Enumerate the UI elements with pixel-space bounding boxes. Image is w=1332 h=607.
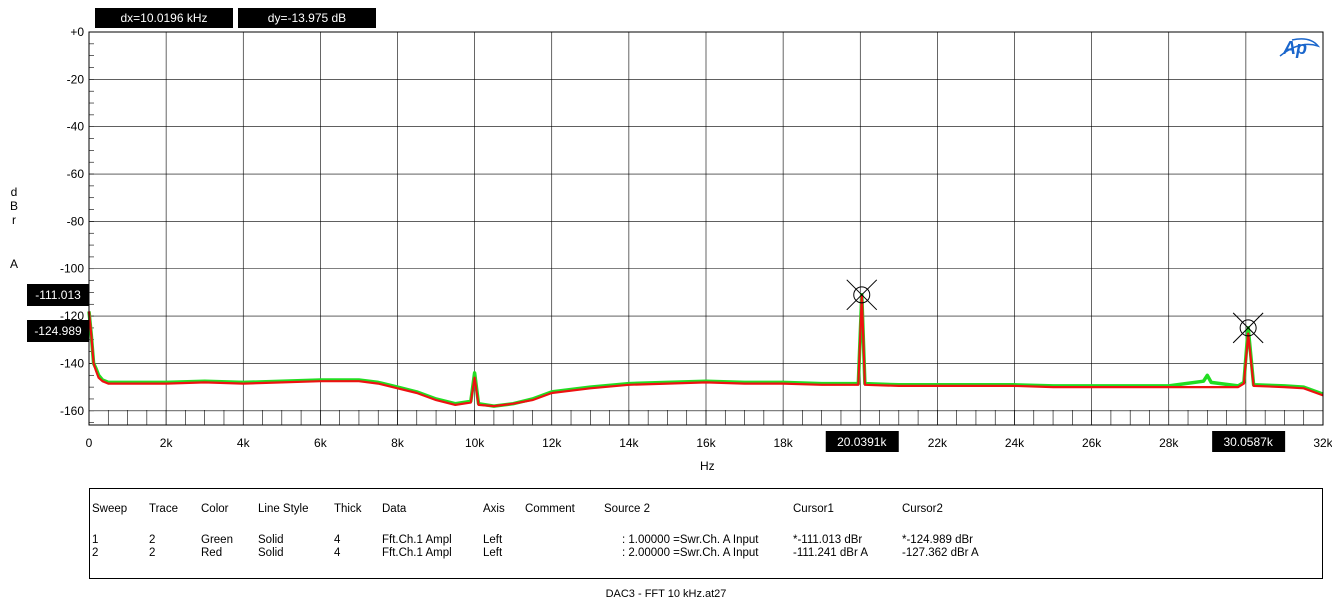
legend-header-cell: Axis (483, 503, 505, 515)
legend-row-cell: Red (201, 547, 222, 559)
x-tick-label: 22k (928, 436, 948, 450)
dx-readout: dx=10.0196 kHz (95, 8, 233, 28)
cursor2-y-label: -124.989 (34, 324, 82, 338)
legend-header-cell: Cursor2 (902, 503, 943, 515)
chart-caption: DAC3 - FFT 10 kHz.at27 (0, 588, 1332, 600)
legend-header-cell: Data (382, 503, 406, 515)
y-tick-label: -100 (60, 262, 84, 276)
legend-row-cell: Fft.Ch.1 Ampl (382, 534, 452, 546)
legend-header-cell: Comment (525, 503, 575, 515)
legend-row-cell: *-124.989 dBr (902, 534, 973, 546)
cursor1-y-label: -111.013 (35, 288, 81, 302)
y-tick-label: -140 (60, 356, 84, 370)
y-axis-label-a: A (8, 257, 20, 271)
y-axis-label-b: B (8, 199, 20, 213)
legend-row-cell: 2 (149, 534, 155, 546)
x-tick-label: 8k (391, 436, 405, 450)
legend-header-cell: Color (201, 503, 228, 515)
x-tick-label: 32k (1313, 436, 1332, 450)
legend-row-cell: Solid (258, 534, 284, 546)
legend-row-cell: -127.362 dBr A (902, 547, 979, 559)
legend-row-cell: Solid (258, 547, 284, 559)
y-tick-label: -60 (67, 167, 85, 181)
x-tick-label: 0 (86, 436, 93, 450)
y-tick-label: -40 (67, 120, 85, 134)
x-axis-title: Hz (700, 459, 715, 473)
y-axis-label-d: d (8, 185, 20, 199)
legend-row-cell: Left (483, 547, 502, 559)
cursor-markers (847, 280, 1263, 343)
legend-row-cell: : 1.00000 =Swr.Ch. A Input (622, 534, 759, 546)
legend-table: Sweep Trace Color Line Style Thick Data Axis Co… (89, 488, 1323, 579)
ap-logo: Ap (1282, 38, 1307, 58)
x-tick-label: 2k (160, 436, 174, 450)
x-tick-label: 26k (1082, 436, 1102, 450)
legend-row-cell: Left (483, 534, 502, 546)
grid (89, 32, 1323, 425)
legend-header-cell: Trace (149, 503, 178, 515)
legend-row-cell: *-111.013 dBr (793, 534, 862, 546)
x-tick-label: 24k (1005, 436, 1025, 450)
x-tick-label: 28k (1159, 436, 1179, 450)
x-tick-label: 4k (237, 436, 251, 450)
legend-header-cell: Source 2 (604, 503, 650, 515)
y-tick-label: -20 (67, 72, 85, 86)
legend-row-cell: 2 (149, 547, 155, 559)
x-tick-label: 14k (619, 436, 639, 450)
x-tick-label: 18k (773, 436, 793, 450)
legend-header-cell: Cursor1 (793, 503, 834, 515)
legend-header-cell: Thick (334, 503, 361, 515)
dy-readout: dy=-13.975 dB (238, 8, 376, 28)
legend-header-cell: Line Style (258, 503, 309, 515)
x-tick-label: 16k (696, 436, 716, 450)
y-tick-label: +0 (70, 25, 84, 39)
cursor2-x-label: 30.0587k (1223, 435, 1273, 449)
y-axis-label-r: r (8, 213, 20, 227)
legend-row-cell: 4 (334, 547, 340, 559)
legend-row-cell: Fft.Ch.1 Ampl (382, 547, 452, 559)
legend-row-cell: -111.241 dBr A (793, 547, 868, 559)
x-tick-label: 12k (542, 436, 562, 450)
x-tick-label: 10k (465, 436, 485, 450)
y-tick-label: -160 (60, 404, 84, 418)
legend-row-cell: 1 (92, 534, 98, 546)
legend-row-cell: 2 (92, 547, 98, 559)
legend-row-cell: Green (201, 534, 233, 546)
legend-row-cell: 4 (334, 534, 340, 546)
cursor1-x-label: 20.0391k (837, 435, 887, 449)
legend-row-cell: : 2.00000 =Swr.Ch. A Input (622, 547, 759, 559)
legend-header-cell: Sweep (92, 503, 127, 515)
y-tick-label: -80 (67, 214, 85, 228)
x-tick-label: 6k (314, 436, 328, 450)
